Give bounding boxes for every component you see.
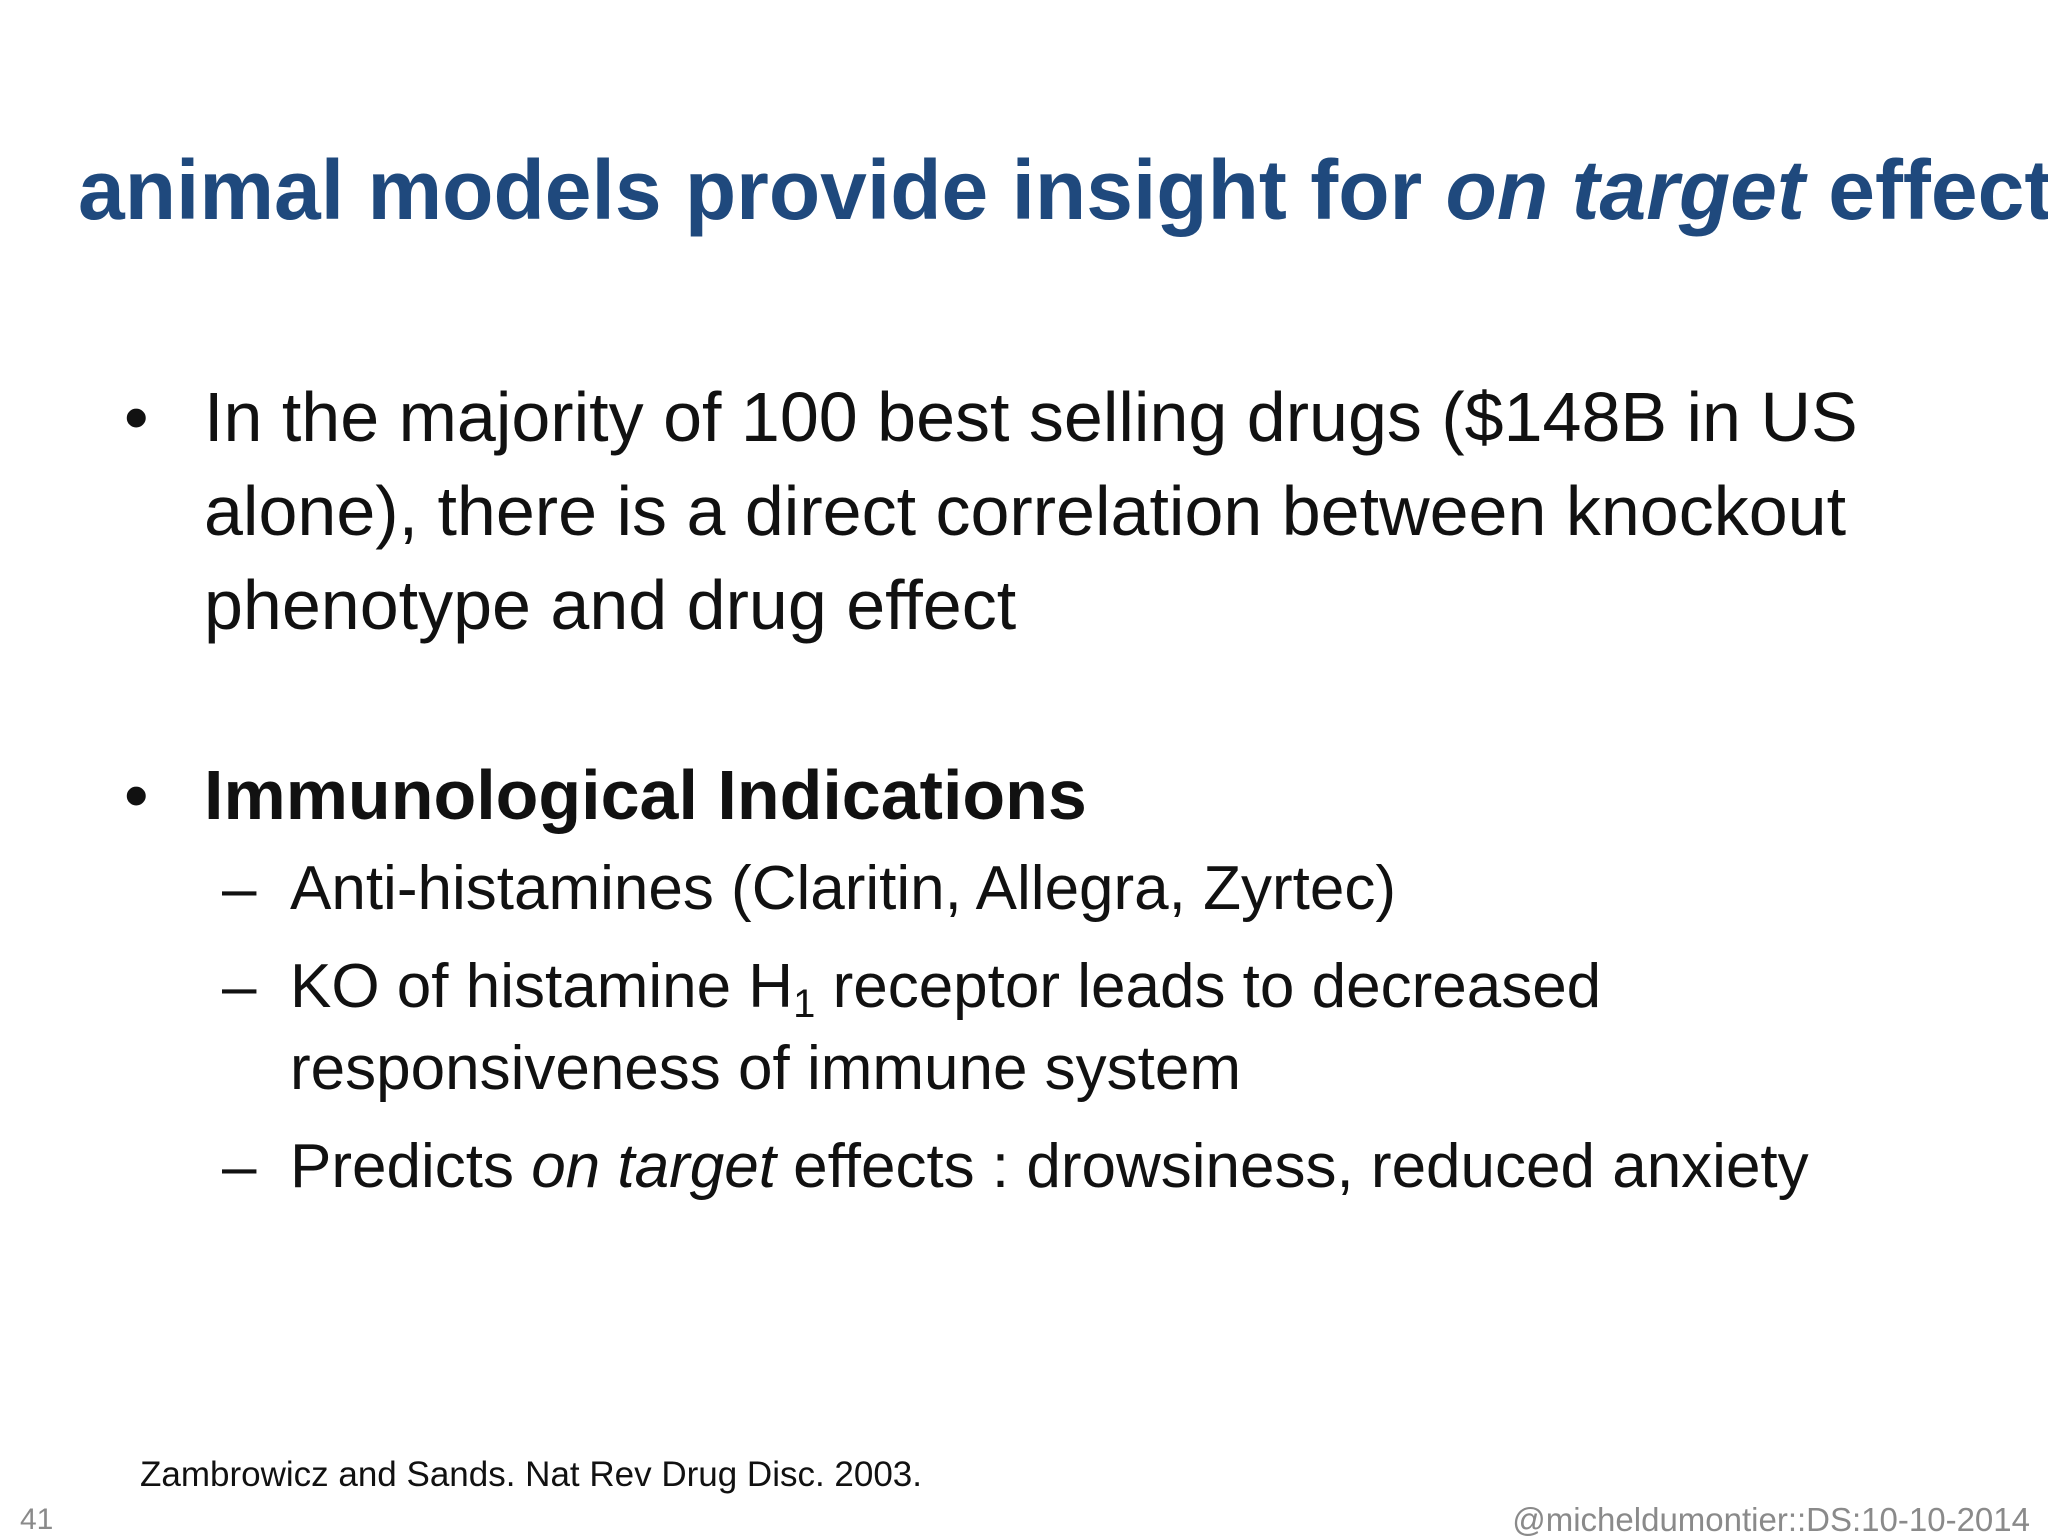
bullet-text: In the majority of 100 best selling drug… <box>204 378 1858 644</box>
dash-icon: – <box>222 1132 257 1201</box>
dash-icon: – <box>222 952 257 1021</box>
title-part-2: effects <box>1828 143 2048 237</box>
sub-item-italic: on target <box>531 1132 776 1201</box>
sub-item-text-pre: Predicts <box>290 1132 532 1201</box>
sub-item-text-post: effects : drowsiness, reduced anxiety <box>775 1132 1809 1201</box>
reference-citation: Zambrowicz and Sands. Nat Rev Drug Disc.… <box>140 1455 922 1494</box>
title-part-1: animal models provide insight for <box>78 143 1446 237</box>
sub-item-text: Anti-histamines (Claritin, Allegra, Zyrt… <box>290 854 1396 923</box>
sub-item: – KO of histamine H1 receptor leads to d… <box>120 946 1960 1110</box>
sub-item-text-post: receptor leads to decreased responsivene… <box>290 952 1602 1103</box>
bullet-item: • In the majority of 100 best selling dr… <box>120 370 1960 652</box>
sub-item: – Predicts on target effects : drowsines… <box>120 1126 1960 1208</box>
bullet-icon: • <box>124 378 149 456</box>
title-italic: on target <box>1445 143 1805 237</box>
dash-icon: – <box>222 854 257 923</box>
bullet-heading: Immunological Indications <box>204 756 1087 834</box>
sub-item: – Anti-histamines (Claritin, Allegra, Zy… <box>120 848 1960 930</box>
bullet-icon: • <box>124 756 149 834</box>
footer-credit: @micheldumontier::DS:10-10-2014 <box>1512 1501 2030 1538</box>
sub-item-subscript: 1 <box>793 982 816 1026</box>
page-number: 41 <box>20 1503 54 1536</box>
bullet-item: • Immunological Indications <box>120 748 1960 842</box>
slide-title: animal models provide insight for on tar… <box>78 140 2048 241</box>
sub-item-text-pre: KO of histamine H <box>290 952 794 1021</box>
slide-content: • In the majority of 100 best selling dr… <box>120 370 1960 1208</box>
